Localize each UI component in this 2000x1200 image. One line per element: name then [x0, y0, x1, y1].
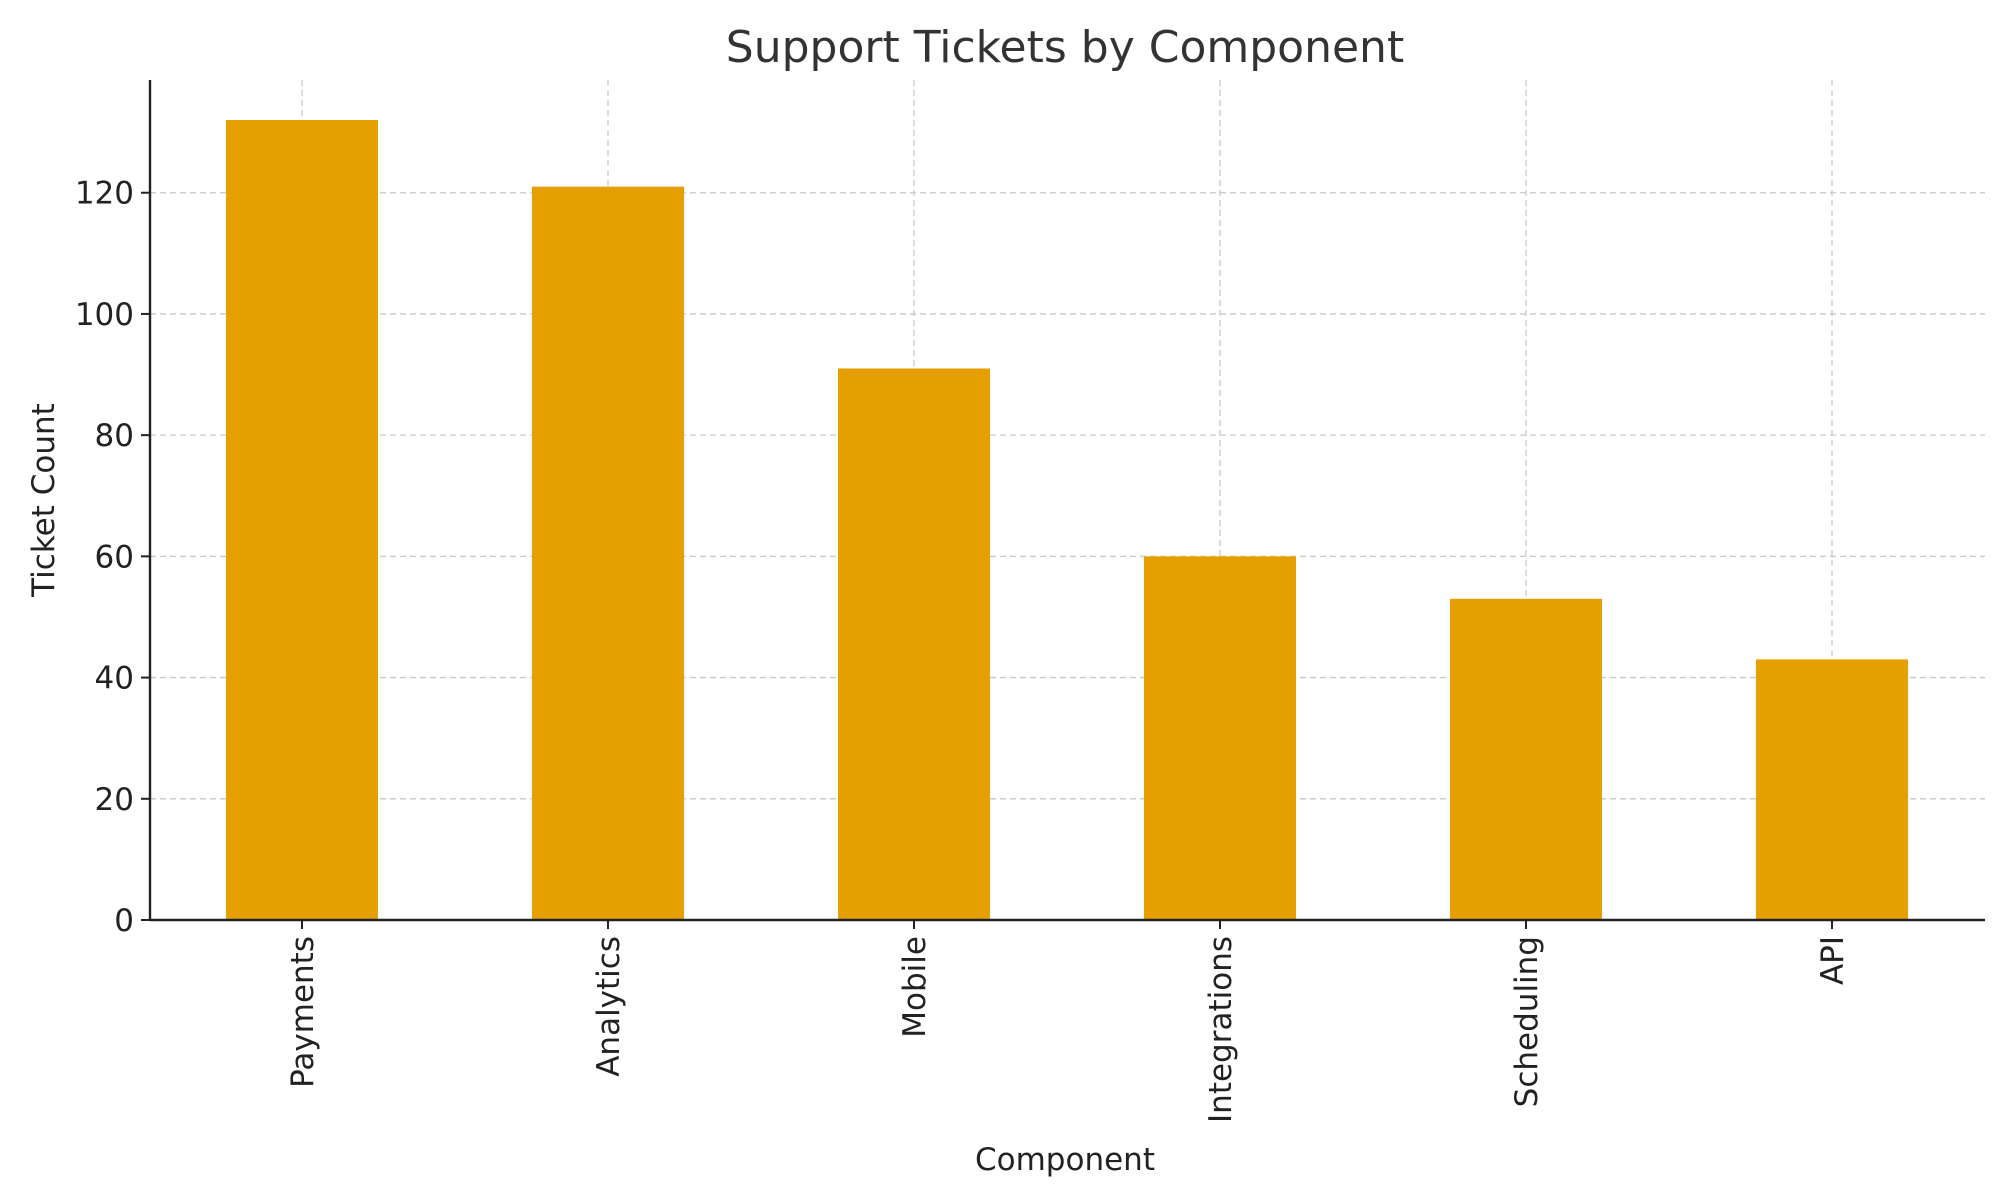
grid-lines — [150, 80, 1985, 920]
x-tick-label: Integrations — [1203, 936, 1239, 1123]
bar-api — [1756, 659, 1908, 920]
y-tick-label: 60 — [95, 539, 134, 575]
y-tick-label: 80 — [95, 418, 134, 454]
bar-analytics — [532, 186, 684, 920]
bar-payments — [226, 120, 378, 920]
y-tick-label: 20 — [95, 782, 134, 818]
axis-ticks: 0 20 40 60 80 100 120 Payments Analytics Mobile In… — [75, 176, 1851, 1123]
x-tick-label: Mobile — [897, 936, 933, 1038]
y-axis-label: Ticket Count — [26, 403, 62, 598]
y-tick-label: 100 — [75, 297, 134, 333]
x-tick-label: Analytics — [591, 936, 627, 1077]
x-tick-label: Payments — [285, 936, 321, 1088]
x-tick-label: API — [1815, 936, 1851, 985]
y-tick-label: 0 — [114, 903, 134, 939]
x-axis-label: Component — [975, 1142, 1155, 1178]
bars — [226, 120, 1908, 920]
bar-integrations — [1144, 556, 1296, 920]
y-tick-label: 120 — [75, 176, 134, 212]
axes — [148, 80, 1985, 922]
x-tick-label: Scheduling — [1509, 936, 1545, 1107]
bar-mobile — [838, 368, 990, 920]
y-tick-label: 40 — [95, 661, 134, 697]
chart-title: Support Tickets by Component — [726, 22, 1404, 73]
bar-scheduling — [1450, 598, 1602, 920]
